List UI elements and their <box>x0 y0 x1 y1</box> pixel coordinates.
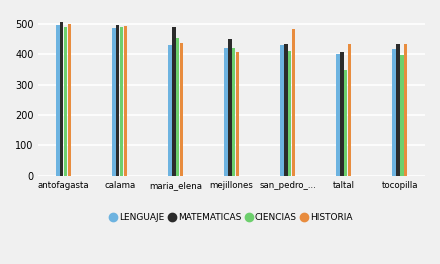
Bar <box>68 24 71 176</box>
Bar <box>288 50 291 176</box>
Bar <box>404 44 407 176</box>
Bar <box>292 29 295 176</box>
Legend: LENGUAJE, MATEMATICAS, CIENCIAS, HISTORIA: LENGUAJE, MATEMATICAS, CIENCIAS, HISTORI… <box>107 209 356 225</box>
Bar <box>232 48 235 176</box>
Bar <box>396 44 400 176</box>
Bar <box>64 27 67 176</box>
Bar <box>224 48 227 176</box>
Bar <box>400 55 403 176</box>
Bar <box>344 70 348 176</box>
Bar <box>340 52 344 176</box>
Bar <box>120 26 123 176</box>
Bar <box>228 39 231 176</box>
Bar <box>172 27 176 176</box>
Bar <box>60 22 63 176</box>
Bar <box>348 44 352 176</box>
Bar <box>284 44 288 176</box>
Bar <box>112 28 116 176</box>
Bar <box>56 25 59 176</box>
Bar <box>176 38 180 176</box>
Bar <box>168 45 172 176</box>
Bar <box>236 52 239 176</box>
Bar <box>392 49 396 176</box>
Bar <box>336 54 340 176</box>
Bar <box>116 25 120 176</box>
Bar <box>124 26 127 176</box>
Bar <box>280 45 284 176</box>
Bar <box>180 43 183 176</box>
